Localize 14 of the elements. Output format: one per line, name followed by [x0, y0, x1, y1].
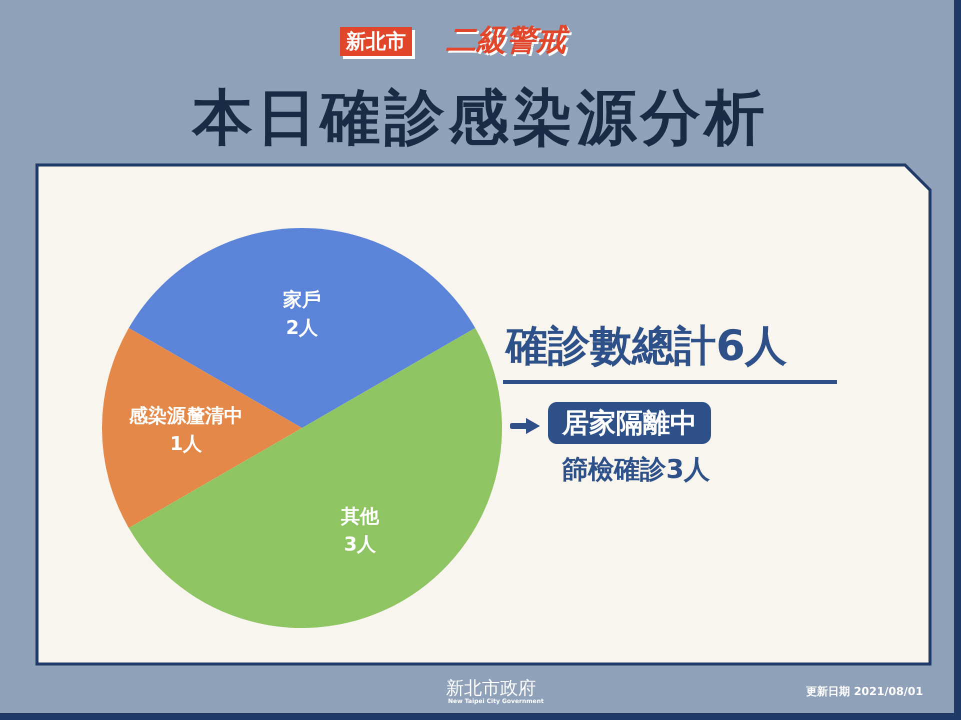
data-label: 2人 — [286, 317, 320, 339]
data-label: 3人 — [344, 533, 378, 556]
text: 居家隔離中 — [548, 402, 711, 444]
slice-label: 其他 — [340, 505, 380, 528]
chart-subtitle: 新北市 — [340, 27, 412, 56]
text: 更新日期 2021/08/01 — [806, 684, 924, 699]
text: 確診數總計6人 — [506, 320, 788, 372]
data-label: 1人 — [170, 433, 204, 455]
text: 新北市政府 — [446, 677, 536, 699]
slice-label: 感染源釐清中 — [128, 405, 243, 427]
chart-title: 本日確診感染源分析 — [190, 82, 770, 155]
text: 篩檢確診3人 — [562, 454, 710, 487]
pie-slice — [128, 228, 476, 428]
slice-label: 家戶 — [282, 289, 321, 311]
